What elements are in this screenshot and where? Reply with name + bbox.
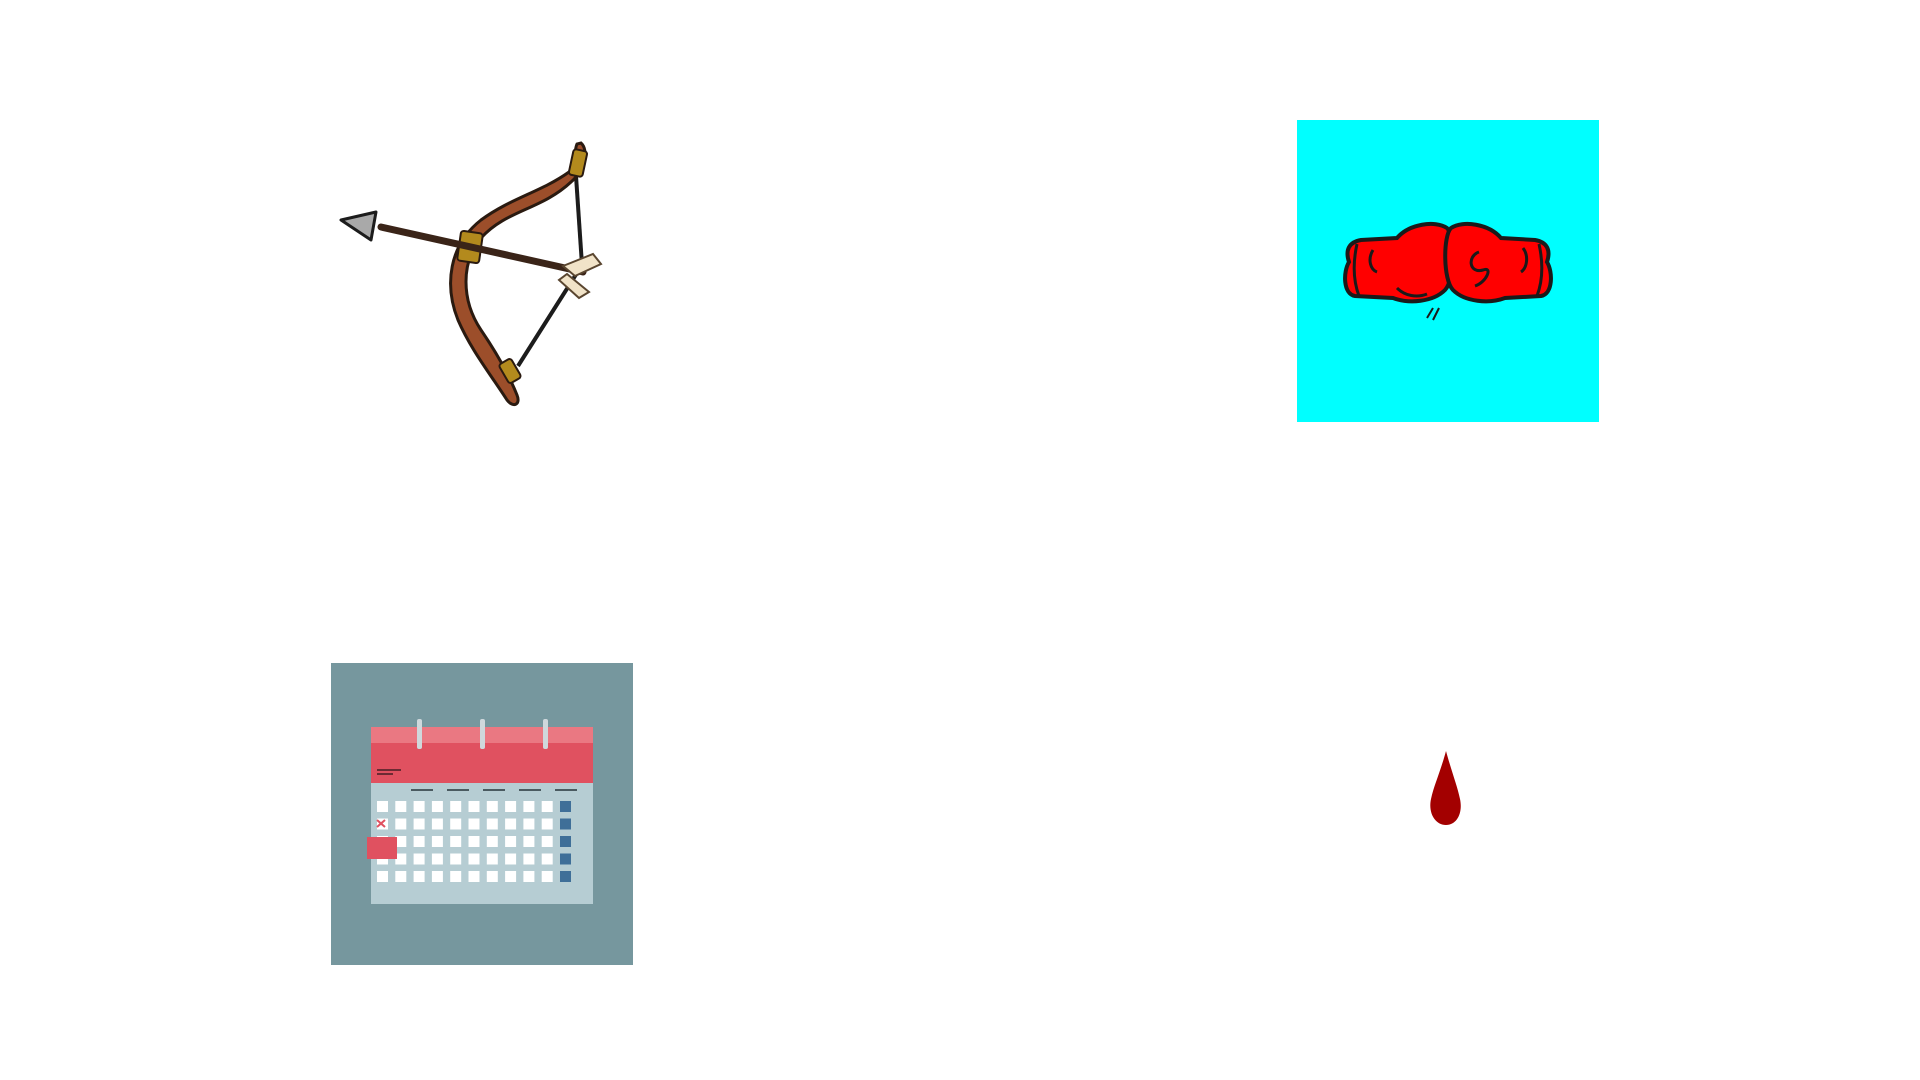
calendar-tile[interactable] <box>331 663 633 965</box>
calendar-day-cell <box>413 836 425 847</box>
calendar-day-cell <box>395 801 407 812</box>
calendar-day-cell <box>395 871 407 882</box>
calendar-day-cell <box>468 836 480 847</box>
calendar-day-cell <box>395 818 407 830</box>
calendar-day-cell <box>450 871 462 882</box>
calendar-day-cell <box>450 801 462 812</box>
blood-drop-icon <box>1430 751 1461 825</box>
calendar-day-cell <box>468 853 480 865</box>
calendar-day-cell <box>541 801 553 812</box>
calendar-day-cell <box>505 871 517 882</box>
calendar-day-cell <box>450 836 462 847</box>
calendar-day-cell <box>413 801 425 812</box>
calendar-side-cell <box>560 871 571 882</box>
calendar-day-cell <box>395 853 407 865</box>
calendar-day-cell <box>468 818 480 830</box>
calendar-day-cell <box>486 801 498 812</box>
calendar-day-cell <box>450 818 462 830</box>
calendar-day-cell <box>468 871 480 882</box>
calendar-day-cell <box>523 853 535 865</box>
calendar-day-label <box>411 789 433 791</box>
calendar-day-cell <box>413 853 425 865</box>
calendar-day-label <box>447 789 469 791</box>
calendar-day-cell <box>523 836 535 847</box>
calendar-day-cell <box>468 801 480 812</box>
blood-drop-tile[interactable] <box>1297 663 1599 965</box>
calendar-day-cell <box>505 801 517 812</box>
calendar-side-cell <box>560 818 571 830</box>
calendar-day-cell <box>431 818 443 830</box>
calendar-day-cell <box>541 871 553 882</box>
calendar-side-cell <box>560 853 571 865</box>
calendar-day-cell <box>505 818 517 830</box>
calendar-day-cell <box>541 818 553 830</box>
calendar-day-cell <box>486 836 498 847</box>
calendar-day-cell <box>377 801 388 812</box>
calendar-day-cell <box>505 853 517 865</box>
calendar-day-cell <box>505 836 517 847</box>
calendar-day-cell <box>523 871 535 882</box>
calendar-side-cell <box>560 801 571 812</box>
calendar-day-cell <box>450 853 462 865</box>
calendar-day-label <box>483 789 505 791</box>
calendar-day-cell <box>413 818 425 830</box>
calendar-side-cell <box>560 836 571 847</box>
calendar-day-label <box>519 789 541 791</box>
calendar-day-cell <box>395 836 407 847</box>
boxing-gloves-icon <box>1297 120 1599 422</box>
calendar-day-cell <box>523 818 535 830</box>
calendar-day-cell <box>541 836 553 847</box>
calendar-day-cell <box>431 853 443 865</box>
calendar-day-cell <box>413 871 425 882</box>
bow-and-arrow-icon <box>339 141 603 407</box>
boxing-gloves-tile[interactable] <box>1297 120 1599 422</box>
bow-and-arrow-tile[interactable] <box>331 120 633 422</box>
calendar-day-cell <box>523 801 535 812</box>
calendar-day-cell <box>377 871 388 882</box>
calendar-day-cell <box>486 818 498 830</box>
calendar-day-cell <box>431 836 443 847</box>
calendar-day-label <box>555 789 577 791</box>
calendar-day-cell <box>541 853 553 865</box>
calendar-day-cell <box>431 801 443 812</box>
calendar-day-cell <box>486 853 498 865</box>
calendar-day-cell <box>431 871 443 882</box>
calendar-day-cell <box>486 871 498 882</box>
calendar-icon <box>331 663 633 965</box>
